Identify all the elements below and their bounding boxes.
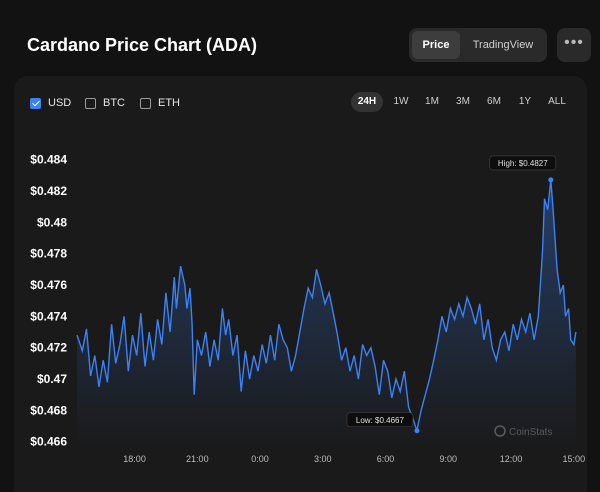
x-tick-label: 3:00 — [314, 454, 332, 464]
y-tick-label: $0.472 — [30, 341, 67, 355]
x-tick-label: 9:00 — [440, 454, 458, 464]
annotation-point — [414, 428, 420, 434]
x-tick-label: 12:00 — [500, 454, 523, 464]
currency-usd-label: USD — [48, 97, 72, 109]
range-all[interactable]: ALL — [548, 96, 566, 107]
x-tick-label: 0:00 — [251, 454, 269, 464]
ellipsis-icon: ••• — [564, 34, 584, 51]
currency-btc-checkbox[interactable]: BTC — [85, 96, 125, 110]
watermark-text: CoinStats — [509, 427, 552, 438]
currency-eth-checkbox[interactable]: ETH — [140, 96, 180, 110]
y-tick-label: $0.48 — [37, 215, 67, 229]
range-24h[interactable]: 24H — [351, 92, 383, 112]
low-annotation: Low: $0.4667 — [346, 412, 420, 434]
tab-price[interactable]: Price — [412, 31, 460, 59]
y-tick-label: $0.47 — [37, 372, 67, 386]
annotation-label: High: $0.4827 — [498, 159, 548, 168]
annotation-label: Low: $0.4667 — [356, 416, 405, 425]
page-title: Cardano Price Chart (ADA) — [27, 35, 258, 55]
range-3m[interactable]: 3M — [456, 96, 470, 107]
checkbox-empty-icon — [85, 97, 96, 109]
checkbox-checked-icon — [30, 97, 41, 109]
y-tick-label: $0.466 — [30, 435, 67, 449]
annotation-point — [548, 177, 554, 183]
y-tick-label: $0.482 — [30, 184, 67, 198]
price-area — [77, 179, 576, 448]
currency-eth-label: ETH — [158, 97, 180, 109]
currency-btc-label: BTC — [103, 97, 125, 109]
x-tick-label: 6:00 — [377, 454, 395, 464]
y-tick-label: $0.468 — [30, 403, 67, 417]
price-line — [76, 179, 577, 434]
coinstats-logo-icon — [494, 425, 506, 437]
annotation-box — [346, 412, 414, 428]
range-1y[interactable]: 1Y — [518, 96, 532, 107]
y-tick-label: $0.484 — [30, 153, 67, 167]
y-tick-label: $0.474 — [30, 309, 67, 323]
more-options-button[interactable]: ••• — [557, 28, 591, 62]
currency-usd-checkbox[interactable]: USD — [30, 96, 71, 110]
y-tick-label: $0.476 — [30, 278, 67, 292]
x-tick-label: 18:00 — [123, 454, 146, 464]
range-1w[interactable]: 1W — [393, 96, 409, 107]
x-tick-label: 21:00 — [186, 454, 209, 464]
high-annotation: High: $0.4827 — [489, 155, 557, 183]
y-tick-label: $0.478 — [30, 247, 67, 261]
x-tick-label: 15:00 — [563, 454, 586, 464]
range-1m[interactable]: 1M — [425, 96, 439, 107]
range-6m[interactable]: 6M — [487, 96, 501, 107]
checkbox-empty-icon — [140, 97, 151, 109]
coinstats-watermark: CoinStats — [494, 425, 552, 438]
header: Cardano Price Chart (ADA) Price TradingV… — [0, 0, 600, 76]
tab-tradingview[interactable]: TradingView — [472, 39, 534, 51]
view-tab-group: Price TradingView — [409, 28, 547, 62]
annotation-box — [489, 155, 557, 171]
